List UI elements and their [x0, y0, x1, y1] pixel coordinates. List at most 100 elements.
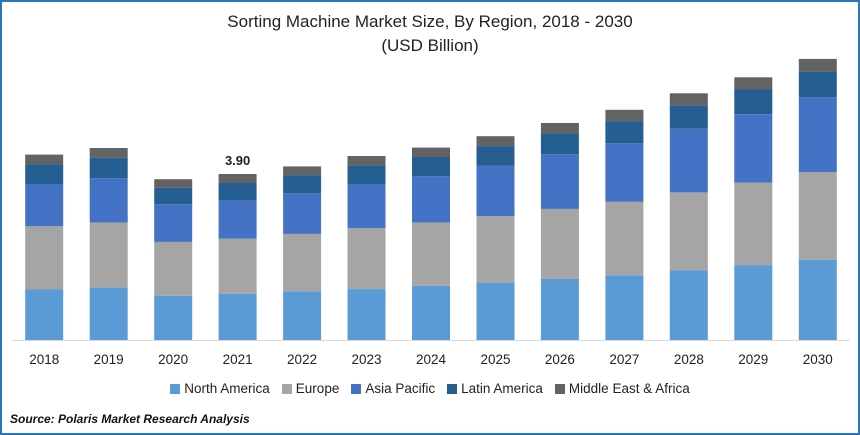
bar-segment-2021-latin-america [218, 182, 257, 201]
bar-segment-2029-europe [734, 182, 773, 266]
bar-segment-2020-middle-east-africa [154, 179, 193, 188]
chart-legend: North America Europe Asia Pacific Latin Ame… [2, 381, 858, 396]
bar-segment-2029-latin-america [734, 89, 773, 114]
bar-segment-2027-middle-east-africa [605, 109, 644, 122]
bar-segment-2022-middle-east-africa [283, 166, 322, 176]
bar-segment-2030-europe [798, 172, 837, 260]
bar-segment-2028-north-america [669, 270, 708, 340]
bar-segment-2027-asia-pacific [605, 143, 644, 202]
x-tick-label-2029: 2029 [738, 352, 768, 367]
bar-segment-2024-north-america [412, 285, 450, 340]
bar-segment-2020-asia-pacific [154, 204, 193, 242]
bar-segment-2018-latin-america [25, 164, 64, 185]
legend-item-latin-america: Latin America [447, 381, 543, 396]
bar-segment-2022-north-america [283, 291, 322, 340]
bar-segment-2028-asia-pacific [669, 128, 708, 193]
bar-segment-2022-latin-america [283, 175, 322, 194]
legend-item-north-america: North America [170, 381, 270, 396]
x-tick-label-2028: 2028 [674, 352, 704, 367]
bar-segment-2029-asia-pacific [734, 114, 773, 183]
bar-segment-2019-asia-pacific [89, 178, 128, 223]
bar-segment-2023-europe [347, 228, 386, 289]
bar-segment-2018-asia-pacific [25, 184, 64, 227]
bar-segment-2026-latin-america [540, 133, 579, 155]
bar-segment-2025-latin-america [476, 146, 515, 166]
bar-segment-2024-asia-pacific [412, 176, 450, 223]
bar-segment-2020-europe [154, 241, 193, 296]
chart-subtitle: (USD Billion) [381, 36, 479, 55]
legend-label: Latin America [461, 381, 543, 396]
bar-segment-2020-latin-america [154, 187, 193, 205]
bar-segment-2027-north-america [605, 275, 644, 340]
bar-segment-2021-asia-pacific [218, 200, 257, 239]
bar-segment-2028-europe [669, 192, 708, 271]
legend-swatch [281, 384, 292, 394]
source-note: Source: Polaris Market Research Analysis [10, 412, 250, 426]
bar-segment-2022-asia-pacific [283, 193, 322, 234]
x-tick-label-2024: 2024 [416, 352, 447, 367]
bar-segment-2025-middle-east-africa [476, 136, 515, 147]
bar-segment-2021-middle-east-africa [218, 174, 257, 183]
bar-segment-2029-middle-east-africa [734, 77, 773, 90]
x-tick-label-2030: 2030 [803, 352, 833, 367]
legend-swatch [447, 384, 458, 394]
x-tick-label-2020: 2020 [158, 352, 188, 367]
bar-segment-2025-north-america [476, 282, 515, 340]
bar-segment-2023-latin-america [347, 165, 386, 185]
bar-segment-2019-latin-america [89, 157, 128, 179]
bar-segment-2024-middle-east-africa [412, 147, 450, 157]
bar-segment-2021-north-america [218, 293, 257, 340]
bar-segment-2030-middle-east-africa [798, 58, 837, 72]
legend-item-asia-pacific: Asia Pacific [351, 381, 435, 396]
legend-label: North America [184, 381, 270, 396]
data-label-2021: 3.90 [225, 153, 250, 168]
x-tick-label-2023: 2023 [352, 352, 382, 367]
bar-segment-2019-europe [89, 222, 128, 288]
bar-segment-2025-europe [476, 216, 515, 283]
legend-swatch [170, 384, 181, 394]
legend-label: Europe [295, 381, 340, 396]
bar-segment-2029-north-america [734, 265, 773, 340]
chart-title: Sorting Machine Market Size, By Region, … [227, 12, 633, 31]
bar-segment-2021-europe [218, 238, 257, 294]
bar-segment-2028-latin-america [669, 105, 708, 129]
legend-swatch [554, 384, 565, 394]
bar-segment-2026-asia-pacific [540, 154, 579, 209]
x-tick-label-2027: 2027 [609, 352, 639, 367]
legend-item-middle-east-africa: Middle East & Africa [554, 381, 690, 396]
bar-segment-2020-north-america [154, 295, 193, 340]
bar-segment-2026-north-america [540, 278, 579, 340]
bar-segment-2027-europe [605, 201, 644, 276]
bar-segment-2019-north-america [89, 287, 128, 340]
legend-swatch [351, 384, 362, 394]
x-tick-label-2026: 2026 [545, 352, 575, 367]
bar-segment-2019-middle-east-africa [89, 148, 128, 158]
legend-item-europe: Europe [281, 381, 340, 396]
x-tick-label-2018: 2018 [29, 352, 59, 367]
bar-segment-2026-europe [540, 208, 579, 279]
x-tick-label-2021: 2021 [223, 352, 253, 367]
bar-segment-2028-middle-east-africa [669, 93, 708, 106]
bar-segment-2018-europe [25, 226, 64, 290]
bar-segment-2023-asia-pacific [347, 184, 386, 229]
bar-segment-2030-north-america [798, 259, 837, 340]
bar-segment-2023-middle-east-africa [347, 156, 386, 166]
x-tick-label-2019: 2019 [94, 352, 124, 367]
bar-segment-2025-asia-pacific [476, 166, 515, 216]
legend-label: Asia Pacific [365, 381, 436, 396]
bar-segment-2026-middle-east-africa [540, 123, 579, 134]
bar-segment-2024-latin-america [412, 157, 450, 177]
x-tick-label-2022: 2022 [287, 352, 317, 367]
bar-segment-2024-europe [412, 222, 450, 286]
bar-segment-2030-asia-pacific [798, 97, 837, 173]
bar-segment-2030-latin-america [798, 71, 837, 98]
legend-label: Middle East & Africa [568, 381, 690, 396]
x-tick-label-2025: 2025 [480, 352, 510, 367]
bar-segment-2022-europe [283, 233, 322, 292]
bar-segment-2018-north-america [25, 289, 64, 340]
bar-segment-2027-latin-america [605, 121, 644, 144]
bar-segment-2018-middle-east-africa [25, 154, 64, 164]
bar-segment-2023-north-america [347, 289, 386, 340]
